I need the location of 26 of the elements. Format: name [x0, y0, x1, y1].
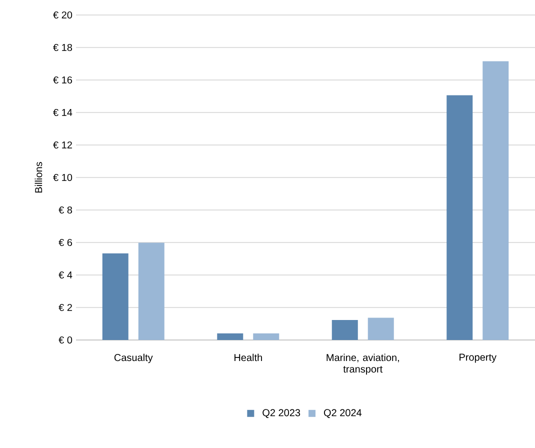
y-tick-label: € 14: [53, 108, 72, 116]
y-tick-label: € 8: [58, 206, 72, 214]
legend-label: Q2 2023: [262, 409, 300, 418]
x-tick-label: Property: [460, 354, 497, 363]
bar: [368, 318, 394, 340]
x-tick-label: Marine, aviation, transport: [326, 354, 399, 375]
y-tick-label: € 10: [53, 174, 72, 182]
y-axis-title: Billions: [34, 162, 42, 192]
y-tick-label: € 20: [53, 11, 72, 19]
x-tick-label: Health: [234, 354, 262, 362]
bar: [217, 333, 244, 340]
y-tick-label: € 12: [53, 141, 72, 149]
y-tick-label: € 6: [58, 238, 72, 246]
bar: [332, 320, 358, 340]
y-tick-label: € 4: [58, 271, 72, 279]
y-tick-label: € 0: [58, 336, 72, 344]
bar: [102, 253, 128, 340]
bar: [482, 61, 509, 340]
x-tick-label: Casualty: [114, 354, 153, 364]
bar: [138, 242, 164, 340]
y-tick-label: € 2: [58, 304, 72, 312]
bar: [253, 333, 280, 340]
bar: [446, 95, 473, 340]
y-tick-label: € 16: [53, 76, 72, 84]
y-tick-label: € 18: [53, 44, 72, 52]
legend-label: Q2 2024: [324, 409, 362, 418]
